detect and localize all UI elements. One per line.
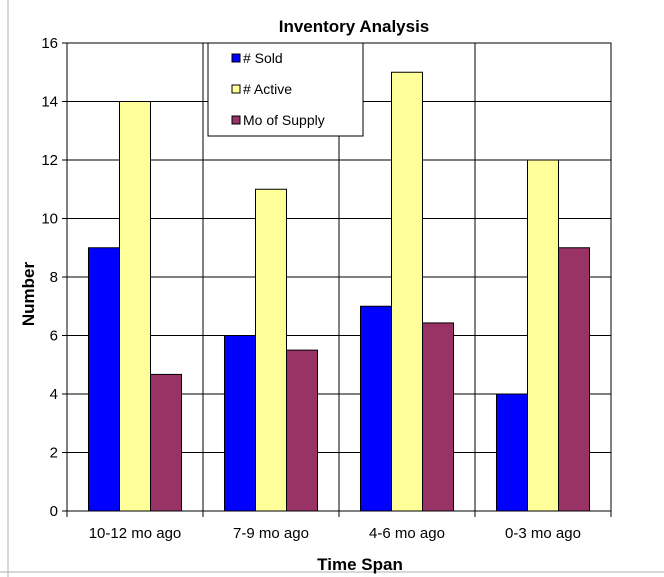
- y-axis-ticks: 0 2 4 6 8 10 12 14 16: [41, 35, 67, 520]
- legend-swatch: [231, 115, 241, 125]
- bar-active: [526, 159, 560, 512]
- x-axis-ticks: 10-12 mo ago 7-9 mo ago 4-6 mo ago 0-3 mo a…: [66, 511, 612, 542]
- bar-mo-of-supply: [150, 373, 183, 512]
- y-tick-label: 0: [50, 503, 58, 520]
- legend-label: # Sold: [243, 50, 283, 66]
- legend-label: Mo of Supply: [243, 112, 325, 128]
- y-tick-label: 16: [41, 35, 58, 52]
- bar-sold: [495, 393, 528, 512]
- bar-sold: [87, 247, 120, 512]
- bar-active: [254, 188, 288, 512]
- bar-sold: [359, 305, 392, 512]
- bar-active: [390, 71, 424, 512]
- bar-mo-of-supply: [422, 322, 455, 512]
- y-tick-label: 6: [50, 328, 58, 345]
- bars: [87, 71, 591, 512]
- y-tick-label: 10: [41, 211, 58, 228]
- bar-mo-of-supply: [558, 247, 591, 512]
- legend-label: # Active: [243, 81, 292, 97]
- x-tick-label: 0-3 mo ago: [505, 525, 581, 542]
- bar-sold: [223, 335, 256, 512]
- chart-title: Inventory Analysis: [279, 17, 430, 36]
- y-tick-label: 2: [50, 445, 58, 462]
- x-axis-title: Time Span: [317, 555, 403, 574]
- y-axis-title: Number: [19, 262, 38, 327]
- legend-swatch: [231, 84, 241, 94]
- legend: # Sold # Active Mo of Supply: [207, 42, 364, 137]
- legend-swatch: [231, 53, 241, 63]
- y-tick-label: 8: [50, 269, 58, 286]
- x-tick-label: 10-12 mo ago: [89, 525, 182, 542]
- y-tick-label: 4: [50, 386, 58, 403]
- x-tick-label: 7-9 mo ago: [233, 525, 309, 542]
- y-tick-label: 14: [41, 94, 58, 111]
- bar-active: [118, 101, 152, 512]
- y-tick-label: 12: [41, 152, 58, 169]
- x-tick-label: 4-6 mo ago: [369, 525, 445, 542]
- bar-mo-of-supply: [286, 349, 319, 512]
